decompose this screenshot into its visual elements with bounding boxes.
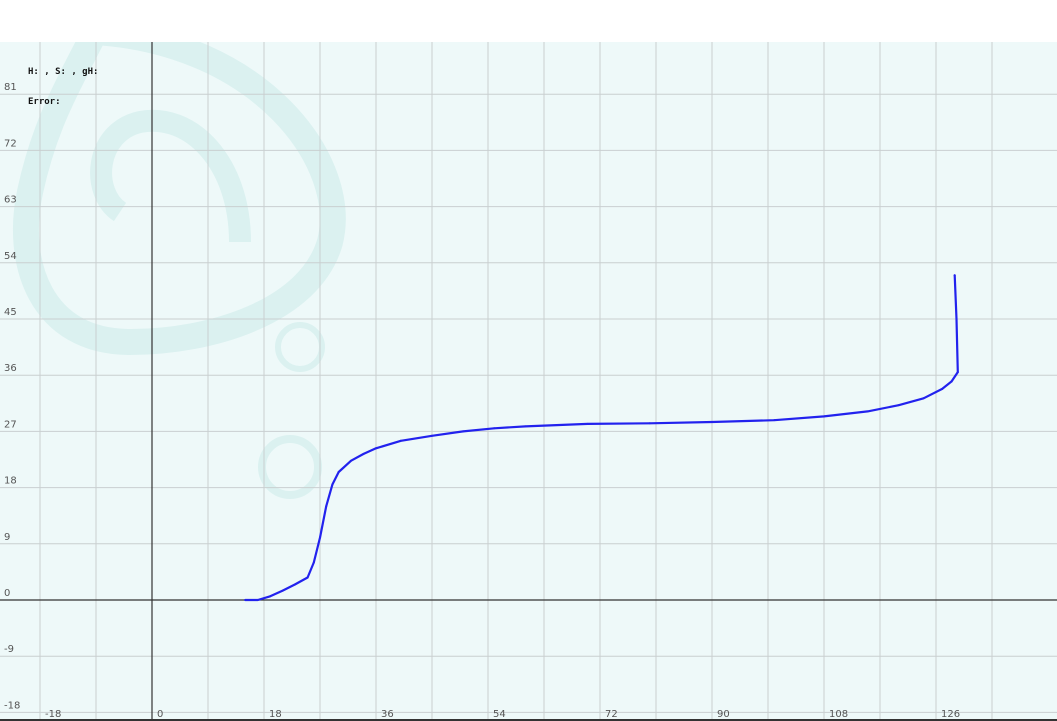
data-point (244, 599, 247, 601)
y-tick-label: 45 (4, 307, 17, 318)
data-point (375, 447, 377, 450)
data-point (319, 536, 321, 539)
x-tick-label: 54 (493, 709, 506, 720)
x-tick-label: 72 (605, 709, 618, 720)
y-tick-label: 54 (4, 251, 17, 262)
chart-grid (0, 42, 1057, 721)
y-tick-label: 0 (4, 588, 10, 599)
data-point (950, 380, 953, 383)
y-tick-label: -9 (4, 644, 14, 655)
x-tick-label: -18 (45, 709, 61, 720)
x-tick-label: 126 (941, 709, 960, 720)
chart-axes (0, 42, 1057, 721)
x-tick-label: 108 (829, 709, 848, 720)
data-point (586, 422, 589, 425)
data-point (337, 470, 340, 473)
data-point (306, 576, 309, 579)
data-point (711, 421, 713, 424)
data-series-line (244, 274, 959, 602)
tick-labels: -18 0 18 36 54 72 90 108 126817263544536271890-9… (4, 82, 960, 720)
y-tick-label: 63 (4, 195, 17, 206)
y-tick-label: 72 (4, 138, 17, 149)
x-tick-label: 18 (269, 709, 282, 720)
plot-background (0, 42, 1057, 721)
data-point (325, 505, 328, 508)
data-point (331, 483, 334, 486)
y-tick-label: 36 (4, 363, 17, 374)
data-point (955, 318, 958, 320)
data-point (941, 387, 944, 390)
data-point (281, 589, 284, 592)
data-point (269, 595, 272, 598)
data-point (312, 561, 315, 564)
data-point (431, 434, 433, 437)
data-point (462, 430, 465, 433)
data-point (823, 415, 825, 418)
chart-plot: -18 0 18 36 54 72 90 108 126817263544536271890-9… (0, 42, 1057, 721)
data-point (773, 419, 776, 422)
watermark-graphic (12, 42, 346, 499)
y-tick-label: -18 (4, 700, 20, 711)
data-series-points (244, 274, 959, 601)
data-point (524, 425, 527, 428)
data-point (399, 439, 402, 442)
data-point (493, 427, 496, 430)
data-point (866, 410, 869, 413)
error-readout: Error: (28, 97, 61, 107)
x-tick-label: 90 (717, 709, 730, 720)
data-point (362, 452, 365, 455)
y-tick-label: 18 (4, 476, 17, 487)
data-point (897, 404, 900, 407)
data-point (294, 583, 297, 586)
data-point (350, 459, 353, 462)
x-tick-label: 36 (381, 709, 394, 720)
y-tick-label: 27 (4, 419, 17, 430)
y-tick-label: 9 (4, 532, 10, 543)
data-point (256, 599, 259, 601)
params-readout: H: , S: , gH: (28, 67, 98, 77)
x-tick-label: 0 (157, 709, 163, 720)
data-point (953, 274, 956, 277)
data-point (922, 397, 925, 400)
data-point (956, 371, 959, 374)
y-tick-label: 81 (4, 82, 17, 93)
data-point (648, 422, 651, 425)
